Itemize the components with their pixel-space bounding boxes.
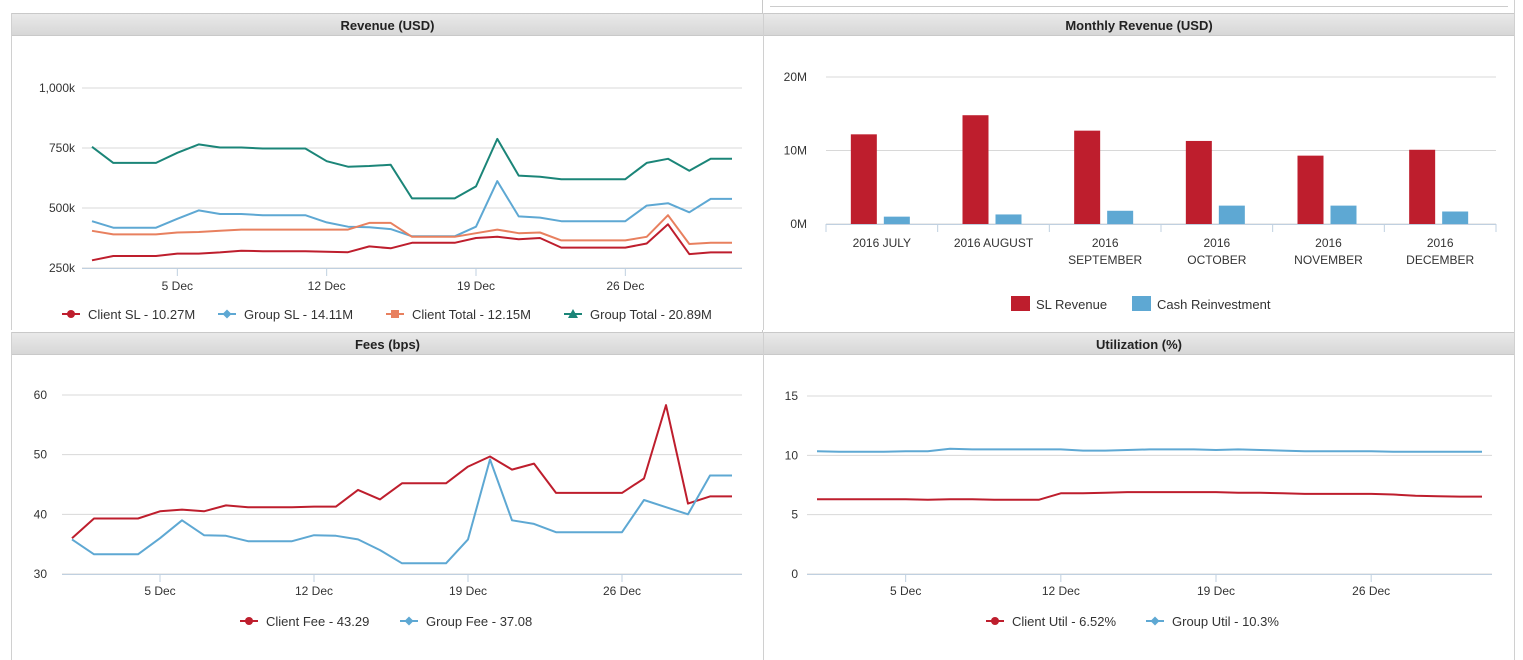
bar-cash-reinvestment-5 [1442, 211, 1469, 224]
bar-sl-revenue-3 [1185, 140, 1212, 224]
utilization-chart: 0 5 10 15 5 Dec 12 Dec 19 Dec 26 Dec Client Util… [785, 389, 1492, 629]
legend-marker-group-fee-37-08 [404, 616, 414, 626]
category-label: 2016 [1427, 236, 1454, 250]
bar-sl-revenue-4 [1297, 155, 1324, 224]
y-tick-label: 15 [785, 389, 799, 403]
legend-swatch-sl-revenue [1011, 296, 1030, 311]
bar-sl-revenue-5 [1409, 149, 1436, 224]
x-tick-label: 12 Dec [308, 279, 346, 293]
category-label: OCTOBER [1187, 253, 1246, 267]
utilization-panel-title: Utilization (%) [764, 332, 1514, 355]
bar-sl-revenue-0 [850, 134, 877, 224]
x-tick-label: 26 Dec [603, 584, 641, 598]
x-tick-label: 5 Dec [144, 584, 175, 598]
bar-cash-reinvestment-1 [995, 214, 1022, 224]
y-tick-label: 40 [34, 507, 48, 521]
x-tick-label: 26 Dec [606, 279, 644, 293]
category-label: 2016 AUGUST [954, 236, 1034, 250]
monthly-revenue-panel-title: Monthly Revenue (USD) [764, 13, 1514, 36]
legend-marker-group-total-20-89m [568, 309, 578, 318]
y-tick-label: 30 [34, 567, 48, 581]
series-line-client-sl-10-27m [91, 223, 732, 262]
utilization-panel: Utilization (%) 0 5 10 15 5 Dec 12 Dec 19 Dec 2… [763, 332, 1514, 660]
series-line-group-total-20-89m [91, 137, 732, 200]
x-tick-label: 19 Dec [1197, 584, 1235, 598]
bar-cash-reinvestment-4 [1330, 205, 1357, 224]
category-label: 2016 [1092, 236, 1119, 250]
series-line-group-util-10-3 [816, 447, 1482, 453]
legend-label: Group Total - 20.89M [590, 307, 712, 322]
legend-label: Cash Reinvestment [1157, 297, 1271, 312]
legend-label: Client Fee - 43.29 [266, 614, 369, 629]
series-line-client-fee-43-29 [71, 404, 732, 539]
panel-divider [762, 0, 763, 660]
legend-swatch-cash-reinvestment [1132, 296, 1151, 311]
category-label: SEPTEMBER [1068, 253, 1142, 267]
y-tick-label: 500k [49, 201, 76, 215]
y-tick-label: 250k [49, 261, 76, 275]
y-tick-label: 60 [34, 388, 48, 402]
legend-label: Client SL - 10.27M [88, 307, 195, 322]
top-divider-line [770, 6, 1508, 7]
x-tick-label: 26 Dec [1352, 584, 1390, 598]
legend-marker-group-sl-14-11m [222, 309, 232, 319]
series-line-client-total-12-15m [91, 214, 732, 245]
legend-marker-client-total-12-15m [391, 310, 399, 318]
series-line-group-fee-37-08 [71, 458, 732, 565]
legend-marker-client-sl-10-27m [67, 310, 75, 318]
y-tick-label: 10 [785, 448, 799, 462]
legend-marker-group-util-10-3 [1150, 616, 1160, 626]
category-label: 2016 JULY [853, 236, 911, 250]
legend-label: Client Util - 6.52% [1012, 614, 1116, 629]
y-tick-label: 10M [784, 144, 807, 158]
y-tick-label: 0 [791, 567, 798, 581]
legend-label: Group Util - 10.3% [1172, 614, 1279, 629]
monthly-revenue-chart: 0M 10M 20M 2016 JULY 2016 AUGUST 2016 SEPTEMBE… [784, 70, 1497, 312]
revenue-chart: 250k 500k 750k 1,000k 5 Dec 12 Dec 19 Dec 26 De… [39, 81, 742, 322]
monthly-revenue-panel: Monthly Revenue (USD) 0M 10M 20M 2016 JULY 2… [763, 13, 1514, 330]
revenue-panel-title: Revenue (USD) [12, 13, 763, 36]
y-tick-label: 1,000k [39, 81, 76, 95]
y-tick-label: 0M [790, 217, 807, 231]
series-line-client-util-6-52 [817, 491, 1482, 501]
x-tick-label: 12 Dec [295, 584, 333, 598]
fees-panel: Fees (bps) 30 40 50 60 5 Dec 12 Dec 19 Dec 26 D… [11, 332, 763, 660]
y-tick-label: 20M [784, 70, 807, 84]
legend-label: Client Total - 12.15M [412, 307, 531, 322]
category-label: NOVEMBER [1294, 253, 1363, 267]
legend-label: Group Fee - 37.08 [426, 614, 532, 629]
y-tick-label: 5 [791, 508, 798, 522]
x-tick-label: 5 Dec [890, 584, 921, 598]
bar-sl-revenue-2 [1074, 130, 1101, 224]
fees-panel-title: Fees (bps) [12, 332, 763, 355]
x-tick-label: 19 Dec [457, 279, 495, 293]
legend-marker-client-util-6-52 [991, 617, 999, 625]
revenue-panel: Revenue (USD) 250k 500k 750k 1,000k 5 Dec 12 … [11, 13, 763, 330]
legend-marker-client-fee-43-29 [245, 617, 253, 625]
category-label: 2016 [1203, 236, 1230, 250]
x-tick-label: 12 Dec [1042, 584, 1080, 598]
category-label: 2016 [1315, 236, 1342, 250]
right-edge-line [1514, 0, 1515, 660]
x-tick-label: 19 Dec [449, 584, 487, 598]
bar-sl-revenue-1 [962, 115, 989, 224]
series-line-group-sl-14-11m [91, 180, 732, 238]
y-tick-label: 750k [49, 141, 76, 155]
bar-cash-reinvestment-3 [1218, 205, 1245, 224]
bar-cash-reinvestment-2 [1107, 210, 1134, 224]
bar-cash-reinvestment-0 [883, 216, 910, 224]
legend-label: SL Revenue [1036, 297, 1107, 312]
category-label: DECEMBER [1406, 253, 1474, 267]
legend-label: Group SL - 14.11M [244, 307, 353, 322]
x-tick-label: 5 Dec [162, 279, 193, 293]
fees-chart: 30 40 50 60 5 Dec 12 Dec 19 Dec 26 Dec Client Fe… [34, 388, 742, 629]
y-tick-label: 50 [34, 448, 48, 462]
